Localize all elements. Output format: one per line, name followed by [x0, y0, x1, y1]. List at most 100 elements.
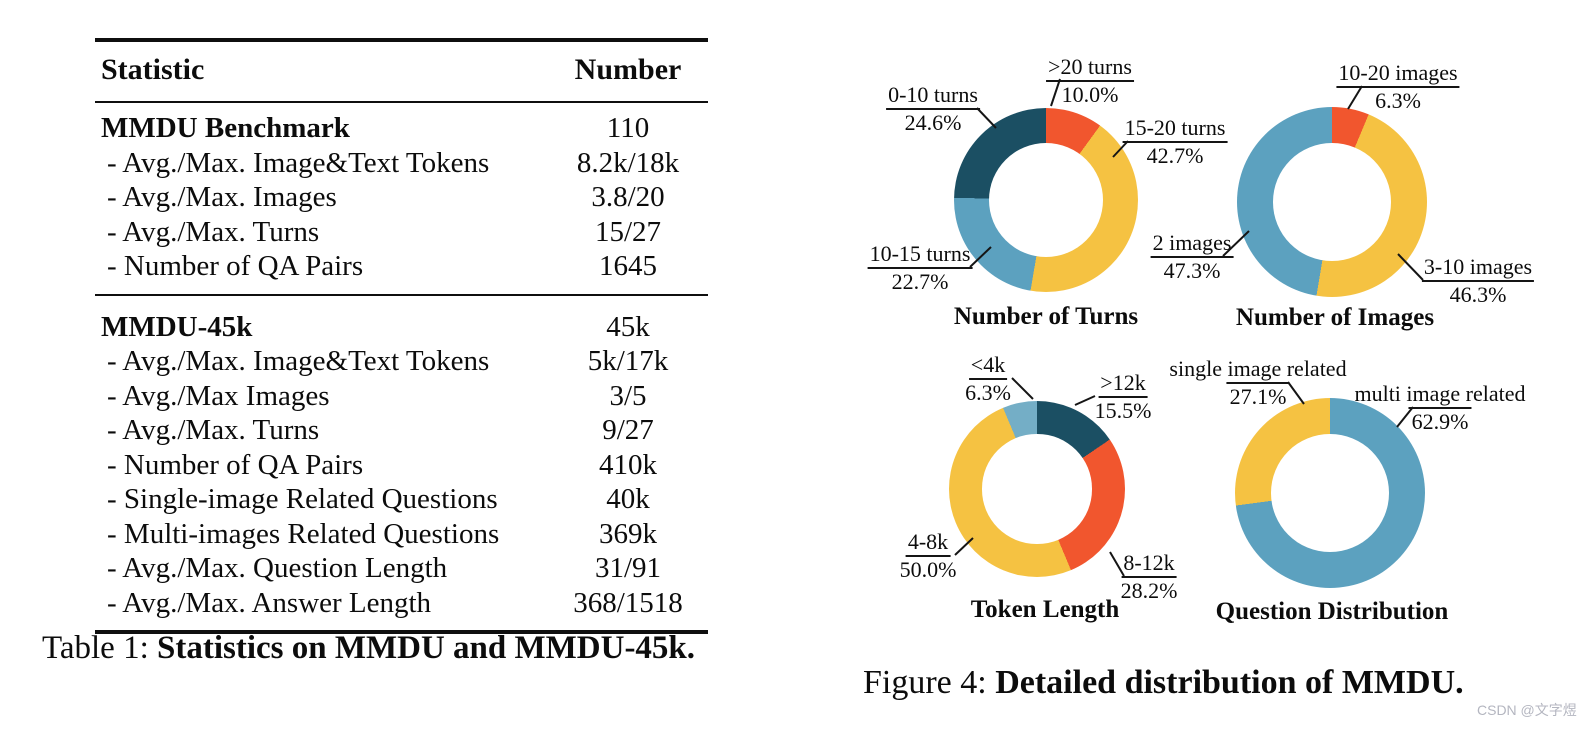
- slice-label: 0-10 turns: [886, 82, 980, 110]
- slice-percentage: 24.6%: [886, 110, 980, 136]
- slice-percentage-text: 62.9%: [1408, 407, 1472, 435]
- table-caption-title: Statistics on MMDU and MMDU-45k.: [156, 630, 696, 666]
- slice-label: 3-10 images: [1421, 254, 1535, 282]
- table-row: - Number of QA Pairs 1645: [95, 249, 708, 284]
- leader-line: [1074, 395, 1096, 406]
- row-label: - Avg./Max Images: [107, 379, 330, 412]
- table-row: - Multi-images Related Questions 369k: [95, 517, 708, 552]
- table-caption: Table 1: Statistics on MMDU and MMDU-45k…: [42, 630, 695, 667]
- slice-percentage-text: 6.3%: [1375, 88, 1421, 113]
- table-row: - Single-image Related Questions 40k: [95, 482, 708, 517]
- donut-hole: [1271, 434, 1389, 552]
- slice-label: 4-8k: [905, 529, 951, 557]
- slice-percentage-text: 28.2%: [1120, 578, 1178, 603]
- slice-percentage-text: 24.6%: [904, 110, 962, 135]
- row-label: - Avg./Max. Turns: [107, 414, 320, 446]
- slice-percentage-text: 27.1%: [1226, 382, 1290, 410]
- figure-caption: Figure 4: Detailed distribution of MMDU.: [863, 664, 1464, 702]
- donut-hole: [982, 434, 1092, 544]
- slice-percentage: 28.2%: [1121, 578, 1178, 604]
- table-row: - Avg./Max. Turns 9/27: [95, 413, 708, 448]
- row-label: - Avg./Max. Image&Text Tokens: [107, 146, 490, 179]
- table-row: MMDU-45k 45k: [95, 310, 708, 345]
- slice-percentage: 47.3%: [1151, 258, 1234, 284]
- slice-annotation: 0-10 turns 24.6%: [886, 82, 980, 136]
- column-header-statistic: Statistic: [101, 53, 205, 86]
- table-row: - Avg./Max. Images 3.8/20: [95, 180, 708, 215]
- row-label: - Avg./Max. Answer Length: [107, 586, 432, 619]
- table-row: - Avg./Max. Answer Length 368/1518: [95, 586, 708, 621]
- chart-title: Number of Turns: [953, 303, 1139, 330]
- row-value: 3/5: [609, 379, 647, 412]
- row-value: 368/1518: [573, 586, 683, 619]
- row-value: 369k: [599, 517, 657, 550]
- table-row: - Avg./Max. Turns 15/27: [95, 215, 708, 250]
- slice-percentage-text: 42.7%: [1146, 143, 1204, 168]
- slice-percentage-text: 50.0%: [899, 557, 957, 582]
- slice-annotation: 15-20 turns 42.7%: [1122, 115, 1228, 169]
- slice-percentage: 27.1%: [1169, 382, 1346, 410]
- slice-label: <4k: [968, 352, 1008, 380]
- slice-label: 15-20 turns: [1122, 115, 1228, 143]
- row-label: - Avg./Max. Images: [107, 181, 337, 213]
- slice-percentage: 10.0%: [1046, 82, 1134, 108]
- table-body: MMDU Benchmark 110- Avg./Max. Image&Text …: [95, 103, 708, 634]
- donut-chart: [1237, 107, 1427, 297]
- donut-chart: [1235, 398, 1425, 588]
- slice-percentage: 42.7%: [1123, 143, 1228, 169]
- donut-chart: [949, 401, 1125, 577]
- slice-label: 10-15 turns: [867, 241, 973, 269]
- slice-annotation: single image related 27.1%: [1169, 356, 1346, 410]
- slice-annotation: >12k 15.5%: [1095, 370, 1152, 424]
- slice-percentage: 15.5%: [1095, 398, 1152, 424]
- table-row: - Avg./Max. Question Length 31/91: [95, 551, 708, 586]
- row-value: 8.2k/18k: [576, 146, 680, 179]
- slice-annotation: 10-15 turns 22.7%: [867, 241, 973, 295]
- slice-percentage: 6.3%: [1336, 88, 1459, 114]
- slice-percentage-text: 15.5%: [1094, 398, 1152, 423]
- row-label: - Avg./Max. Question Length: [107, 552, 448, 584]
- slice-percentage: 22.7%: [868, 269, 973, 295]
- table-row: - Number of QA Pairs 410k: [95, 448, 708, 483]
- column-header-number: Number: [574, 53, 682, 86]
- slice-label: 2 images: [1150, 230, 1234, 258]
- donut-hole: [988, 142, 1104, 258]
- row-label: MMDU-45k: [101, 310, 253, 343]
- row-value: 1645: [599, 250, 657, 282]
- chart-title: Question Distribution: [1215, 598, 1449, 625]
- row-value: 410k: [599, 448, 657, 481]
- row-value: 40k: [606, 483, 650, 515]
- slice-percentage: 46.3%: [1422, 282, 1534, 308]
- table-section: MMDU-45k 45k - Avg./Max. Image&Text Tokens…: [95, 296, 708, 634]
- slice-annotation: 2 images 47.3%: [1150, 230, 1234, 284]
- slice-annotation: >20 turns 10.0%: [1046, 54, 1134, 108]
- slice-percentage: 6.3%: [965, 380, 1011, 406]
- watermark: CSDN @文字煜: [1477, 702, 1577, 718]
- row-value: 9/27: [602, 414, 654, 446]
- slice-label: multi image related: [1354, 381, 1526, 406]
- slice-annotation: 3-10 images 46.3%: [1421, 254, 1535, 308]
- table-section: MMDU Benchmark 110- Avg./Max. Image&Text …: [95, 103, 708, 296]
- row-value: 3.8/20: [591, 181, 665, 213]
- row-label: - Multi-images Related Questions: [107, 517, 500, 550]
- slice-percentage-text: 47.3%: [1163, 258, 1221, 283]
- row-label: - Number of QA Pairs: [107, 250, 364, 282]
- slice-percentage: 50.0%: [900, 557, 957, 583]
- figure-caption-prefix: Figure 4:: [863, 664, 996, 701]
- row-value: 15/27: [594, 215, 662, 248]
- slice-label: >20 turns: [1046, 54, 1134, 82]
- table-row: - Avg./Max. Image&Text Tokens 8.2k/18k: [95, 146, 708, 181]
- slice-annotation: 4-8k 50.0%: [900, 529, 957, 583]
- table-row: MMDU Benchmark 110: [95, 111, 708, 146]
- table-row: - Avg./Max. Image&Text Tokens 5k/17k: [95, 344, 708, 379]
- statistics-table: Statistic Number MMDU Benchmark 110- Avg.…: [95, 38, 708, 634]
- row-value: 110: [606, 112, 650, 144]
- row-label: - Single-image Related Questions: [107, 483, 498, 515]
- donut-hole: [1273, 143, 1391, 261]
- row-label: - Avg./Max. Image&Text Tokens: [107, 345, 490, 377]
- donut-chart: [954, 108, 1138, 292]
- row-value: 5k/17k: [587, 345, 669, 377]
- slice-annotation: 8-12k 28.2%: [1121, 550, 1178, 604]
- row-label: - Number of QA Pairs: [107, 448, 364, 481]
